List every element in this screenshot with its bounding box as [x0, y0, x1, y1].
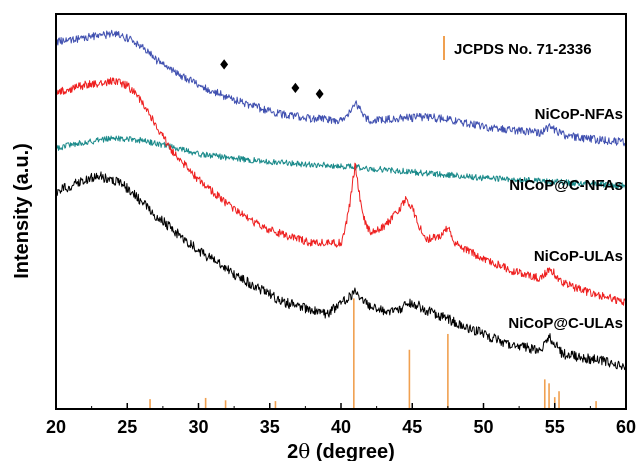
series-label-nicop-c-nfas: NiCoP@C-NFAs	[509, 177, 623, 194]
y-axis-title: Intensity (a.u.)	[11, 143, 33, 279]
x-tick-label: 30	[188, 417, 208, 437]
series-layer	[55, 29, 627, 371]
series-label-nicop-ulas: NiCoP-ULAs	[534, 248, 623, 265]
x-axis-title-main: 2	[287, 441, 298, 461]
x-tick-label: 50	[473, 417, 493, 437]
series-line-nicop-c-ulas	[55, 171, 627, 371]
x-tick-label: 40	[331, 417, 351, 437]
peak-markers: ♦ ♦ ♦	[218, 57, 326, 103]
series-line-nicop-nfas	[55, 29, 627, 147]
x-tick-label: 20	[46, 417, 66, 437]
x-tick-label: 25	[117, 417, 137, 437]
peak-marker: ♦	[289, 81, 302, 97]
legend-label: JCPDS No. 71-2336	[454, 41, 592, 58]
x-tick-label: 35	[260, 417, 280, 437]
series-label-nicop-nfas: NiCoP-NFAs	[535, 106, 623, 123]
x-axis-title-theta: θ	[298, 439, 310, 461]
x-axis-title-unit: (degree)	[310, 441, 394, 461]
x-axis-title: 2θ (degree)	[287, 439, 395, 461]
series-label-nicop-c-ulas: NiCoP@C-ULAs	[508, 315, 623, 332]
series-line-nicop-ulas	[55, 77, 627, 306]
x-tick-label: 55	[545, 417, 565, 437]
peak-marker: ♦	[218, 57, 231, 73]
x-tick-label: 60	[616, 417, 636, 437]
peak-marker: ♦	[313, 87, 326, 103]
series-line-nicop-c-nfas	[55, 135, 627, 189]
x-tick-label: 45	[402, 417, 422, 437]
x-axis-ticks: 20 25 30 35 40 45 50 55 60	[46, 403, 636, 437]
